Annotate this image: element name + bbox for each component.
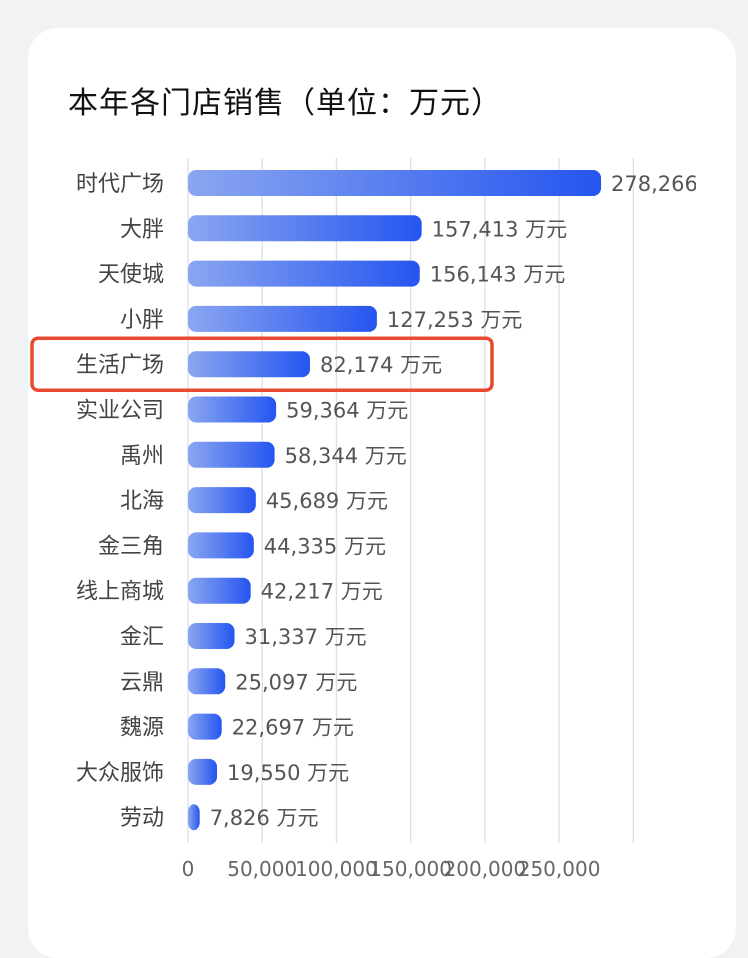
chart-title: 本年各门店销售（单位：万元） <box>68 86 502 121</box>
category-label: 生活广场 <box>76 353 164 378</box>
bar[interactable] <box>188 713 222 740</box>
category-label: 天使城 <box>98 263 164 288</box>
value-label: 58,344 万元 <box>285 444 407 468</box>
value-label: 59,364 万元 <box>286 399 408 423</box>
category-label: 云鼎 <box>120 670 164 695</box>
value-label: 45,689 万元 <box>266 489 388 513</box>
value-label: 31,337 万元 <box>245 625 367 649</box>
value-label: 44,335 万元 <box>264 534 386 558</box>
bar[interactable] <box>188 396 277 423</box>
category-label: 小胖 <box>120 308 164 333</box>
bar[interactable] <box>188 668 226 695</box>
x-tick-label: 150,000 <box>369 857 452 881</box>
bar[interactable] <box>188 577 251 604</box>
category-label: 时代广场 <box>76 172 164 197</box>
bar[interactable] <box>188 351 310 378</box>
bar[interactable] <box>188 260 420 287</box>
x-tick-label: 100,000 <box>295 857 378 881</box>
bar[interactable] <box>188 532 254 559</box>
x-tick-label: 200,000 <box>444 857 527 881</box>
x-tick-label: 0 <box>182 857 195 881</box>
bar[interactable] <box>188 804 200 831</box>
category-label: 大众服饰 <box>76 761 164 786</box>
bar[interactable] <box>188 215 422 242</box>
highlight-box <box>30 336 494 392</box>
x-tick-label: 50,000 <box>227 857 297 881</box>
value-label: 127,253 万元 <box>387 308 523 332</box>
value-label: 156,143 万元 <box>430 263 566 287</box>
value-label: 19,550 万元 <box>227 761 349 785</box>
bar[interactable] <box>188 305 377 332</box>
x-tick-label: 250,000 <box>518 857 601 881</box>
category-label: 金汇 <box>120 625 164 650</box>
category-label: 劳动 <box>120 806 164 831</box>
value-label: 25,097 万元 <box>235 670 357 694</box>
bar[interactable] <box>188 441 275 468</box>
chart-card: 本年各门店销售（单位：万元） 时代广场 278,266 万元大胖 157,413 万… <box>28 28 736 958</box>
bar[interactable] <box>188 758 218 785</box>
category-label: 魏源 <box>120 716 164 741</box>
category-label: 线上商城 <box>76 580 164 605</box>
value-label: 278,266 万元 <box>611 172 736 196</box>
bar[interactable] <box>188 487 256 514</box>
category-label: 北海 <box>120 489 164 514</box>
value-label: 42,217 万元 <box>261 580 383 604</box>
value-label: 157,413 万元 <box>432 217 568 241</box>
category-label: 实业公司 <box>76 399 164 424</box>
category-label: 禹州 <box>120 444 164 469</box>
value-label: 82,174 万元 <box>320 353 442 377</box>
value-label: 7,826 万元 <box>210 806 319 830</box>
category-label: 金三角 <box>98 534 164 559</box>
bar[interactable] <box>188 170 602 196</box>
value-label: 22,697 万元 <box>232 716 354 740</box>
category-label: 大胖 <box>120 217 164 242</box>
bar[interactable] <box>188 623 235 649</box>
